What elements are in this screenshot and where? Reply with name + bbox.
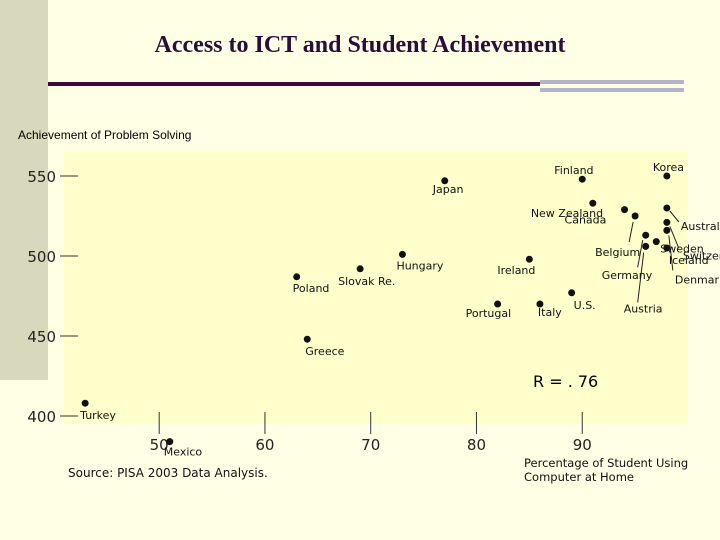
data-point (652, 238, 660, 246)
data-point (81, 399, 89, 407)
data-point (568, 289, 576, 297)
point-label: Turkey (79, 409, 116, 422)
data-point (663, 218, 671, 226)
point-label: Germany (602, 269, 653, 282)
point-label: Belgium (595, 246, 640, 259)
point-label: Switzerland (683, 249, 720, 262)
data-point (642, 242, 650, 250)
title-rule (48, 82, 540, 86)
x-tick-label: 80 (467, 436, 486, 454)
leader-line (637, 252, 645, 303)
data-point (578, 175, 586, 183)
point-label: Finland (554, 164, 593, 177)
y-axis-title: Achievement of Problem Solving (18, 128, 192, 142)
correlation-label: R = . 76 (533, 372, 599, 391)
data-point (663, 172, 671, 180)
data-point (293, 273, 301, 281)
leader-line (668, 235, 674, 271)
y-tick-label: 500 (27, 248, 56, 266)
point-label: Canada (565, 214, 607, 227)
point-label: Greece (305, 345, 344, 358)
point-label: Poland (293, 282, 330, 295)
x-tick-label: 70 (361, 436, 380, 454)
data-point (663, 204, 671, 212)
point-label: Japan (432, 183, 464, 196)
source-note: Source: PISA 2003 Data Analysis. (68, 466, 268, 480)
point-label: Portugal (466, 307, 512, 320)
data-point (663, 244, 671, 252)
x-tick-label: 60 (255, 436, 274, 454)
x-tick-label: 90 (573, 436, 592, 454)
point-label: Mexico (164, 446, 203, 459)
point-label: U.S. (574, 299, 596, 312)
point-label: Iceland (669, 254, 709, 267)
decorative-band (0, 0, 48, 380)
point-label: Italy (538, 306, 562, 319)
data-point (631, 212, 639, 220)
title-rule-accent (540, 88, 684, 92)
x-tick-label: 50 (150, 436, 169, 454)
data-point (663, 226, 671, 234)
y-tick-label: 550 (27, 168, 56, 186)
data-point (642, 231, 650, 239)
x-axis-title: Percentage of Student Using Computer at … (524, 456, 689, 484)
point-label: Slovak Re. (338, 275, 395, 288)
point-label: Austria (624, 302, 663, 315)
data-point (441, 177, 449, 185)
data-point (356, 265, 364, 273)
y-tick-label: 450 (27, 328, 56, 346)
point-label: Korea (653, 161, 684, 174)
y-tick-label: 400 (27, 408, 56, 426)
page-title: Access to ICT and Student Achievement (154, 32, 566, 58)
data-point (525, 255, 533, 263)
plot-area (64, 152, 688, 424)
point-label: New Zealand (531, 207, 603, 220)
leader-line (637, 240, 644, 268)
data-point (303, 335, 311, 343)
leader-line (669, 210, 680, 223)
data-point (536, 300, 544, 308)
data-point (621, 206, 629, 214)
title-rule-accent (540, 80, 684, 84)
data-point (398, 250, 406, 258)
data-point (166, 438, 174, 446)
point-label: Hungary (396, 259, 443, 272)
leader-line (628, 221, 634, 243)
point-label: Denmark (675, 273, 720, 286)
point-label: Australia (681, 220, 720, 233)
point-label: Ireland (497, 264, 535, 277)
data-point (589, 199, 597, 207)
data-point (494, 300, 502, 308)
leader-line (669, 226, 680, 249)
